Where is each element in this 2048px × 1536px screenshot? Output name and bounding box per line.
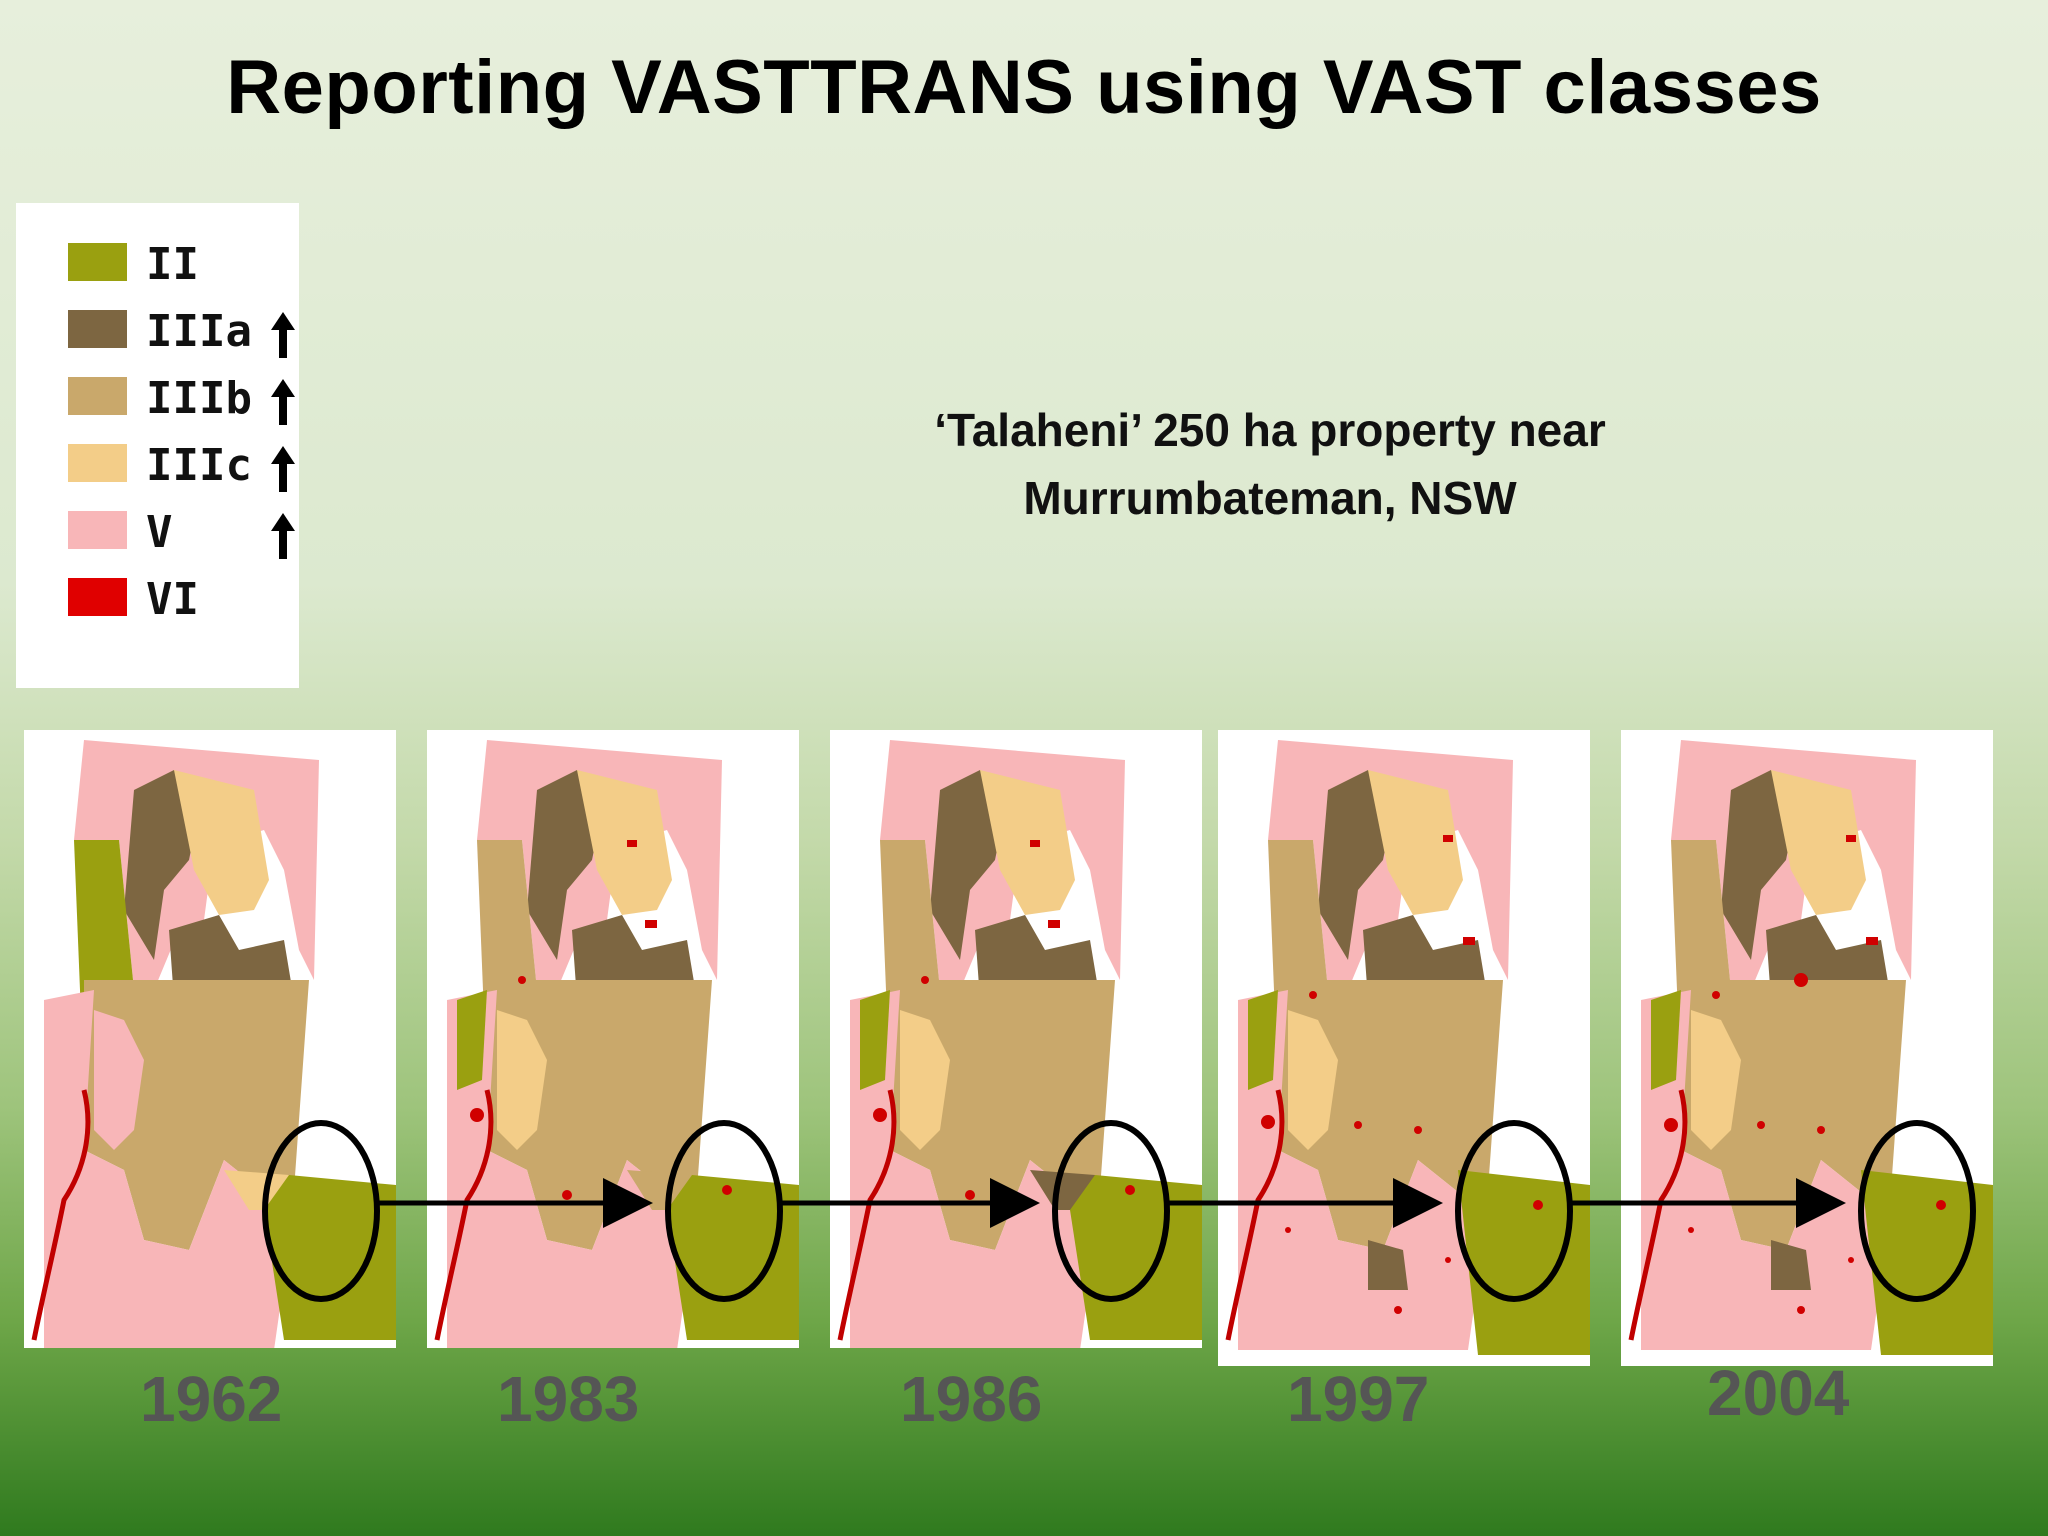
up-arrow-icon (271, 446, 295, 492)
up-arrow-icon (271, 379, 295, 425)
legend-label-vi: VI (146, 574, 199, 625)
legend-swatch-ii (68, 243, 127, 281)
vast-class-legend: II IIIa IIIb IIIc V VI (16, 203, 299, 688)
map-1983 (427, 730, 799, 1348)
legend-swatch-vi (68, 578, 127, 616)
legend-label-iiic: IIIc (146, 440, 252, 491)
vegetation-map (1628, 740, 1993, 1355)
up-arrow-icon (271, 312, 295, 358)
vegetation-map (1225, 740, 1590, 1355)
property-caption-line1: ‘Talaheni’ 250 ha property near (934, 404, 1606, 456)
year-label: 1962 (140, 1363, 283, 1435)
legend-label-iiia: IIIa (146, 306, 252, 357)
year-label: 2004 (1707, 1357, 1850, 1429)
property-caption: ‘Talaheni’ 250 ha property near Murrumba… (820, 396, 1720, 532)
legend-swatch-iiia (68, 310, 127, 348)
vegetation-map (837, 740, 1202, 1348)
year-label: 1997 (1287, 1363, 1430, 1435)
map-1962 (24, 730, 396, 1348)
vegetation-map (31, 740, 396, 1348)
property-caption-line2: Murrumbateman, NSW (1023, 472, 1517, 524)
year-label: 1983 (497, 1363, 640, 1435)
legend-label-ii: II (146, 239, 199, 290)
map-2004 (1621, 730, 1993, 1366)
year-label: 1986 (900, 1363, 1043, 1435)
legend-swatch-iiib (68, 377, 127, 415)
legend-label-iiib: IIIb (146, 373, 252, 424)
legend-swatch-iiic (68, 444, 127, 482)
legend-label-v: V (146, 507, 173, 558)
vegetation-map (434, 740, 799, 1348)
up-arrow-icon (271, 513, 295, 559)
map-1986 (830, 730, 1202, 1348)
slide-title: Reporting VASTTRANS using VAST classes (226, 45, 1822, 130)
legend-swatch-v (68, 511, 127, 549)
map-1997 (1218, 730, 1590, 1366)
